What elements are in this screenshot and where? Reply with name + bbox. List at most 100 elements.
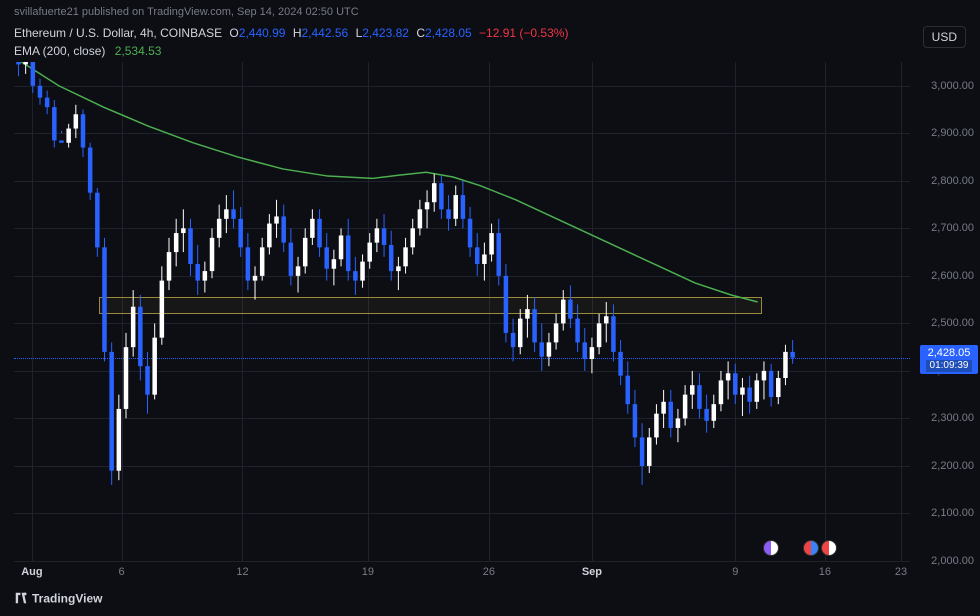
x-tick-label: 9 xyxy=(732,566,738,578)
candle-body xyxy=(102,247,107,352)
candle-body xyxy=(317,219,322,248)
candle-body xyxy=(231,209,236,219)
candle-body xyxy=(52,107,57,140)
candle-body xyxy=(747,388,752,402)
candle-body xyxy=(618,352,623,376)
chart-area[interactable] xyxy=(14,62,910,561)
candle-body xyxy=(453,195,458,219)
currency-badge[interactable]: USD xyxy=(923,26,966,48)
y-tick-label: 2,900.00 xyxy=(931,127,974,139)
candle-body xyxy=(353,271,358,281)
y-tick-label: 2,300.00 xyxy=(931,412,974,424)
candle-body xyxy=(224,209,229,219)
candle-body xyxy=(66,129,71,143)
candle-body xyxy=(583,342,588,359)
candle-body xyxy=(88,148,93,193)
candle-body xyxy=(38,86,43,98)
candle-body xyxy=(475,247,480,264)
candle-body xyxy=(260,247,265,276)
y-axis[interactable]: 2,000.002,100.002,200.002,300.002,400.00… xyxy=(914,62,980,561)
x-tick-label: 26 xyxy=(483,566,495,578)
publisher-header: svillafuerte21 published on TradingView.… xyxy=(14,6,359,18)
candle-body xyxy=(195,264,200,281)
x-axis[interactable]: Aug6121926Sep91623 xyxy=(14,566,910,586)
candle-body xyxy=(539,342,544,356)
candle-body xyxy=(203,271,208,281)
candle-body xyxy=(210,238,215,271)
candle-body xyxy=(160,281,165,338)
y-tick-label: 2,000.00 xyxy=(931,555,974,567)
candle-body xyxy=(109,352,114,471)
candle-body xyxy=(611,316,616,352)
candle-body xyxy=(482,254,487,264)
candle-body xyxy=(346,235,351,271)
candle-body xyxy=(238,219,243,248)
candle-body xyxy=(418,209,423,228)
y-tick-label: 2,100.00 xyxy=(931,507,974,519)
candle-body xyxy=(654,414,659,438)
ema-value: 2,534.53 xyxy=(115,44,162,58)
candle-body xyxy=(712,404,717,421)
candle-body xyxy=(461,195,466,219)
candle-body xyxy=(783,352,788,378)
ohlc-h-value: 2,442.56 xyxy=(302,26,349,40)
candle-body xyxy=(95,193,100,248)
candle-body xyxy=(661,402,666,414)
candle-body xyxy=(446,209,451,219)
candle-body xyxy=(575,319,580,343)
candle-body xyxy=(640,437,645,466)
candle-body xyxy=(762,371,767,381)
candle-body xyxy=(324,247,329,268)
candle-body xyxy=(425,202,430,209)
candle-body xyxy=(468,219,473,248)
symbol-name: Ethereum / U.S. Dollar, 4h, COINBASE xyxy=(14,26,222,40)
candle-body xyxy=(310,219,315,238)
candle-body xyxy=(138,307,143,366)
candle-body xyxy=(504,276,509,333)
candle-body xyxy=(532,309,537,342)
candle-body xyxy=(131,307,136,347)
candle-body xyxy=(274,216,279,223)
candle-body xyxy=(267,224,272,248)
candle-body xyxy=(389,245,394,271)
candle-body xyxy=(167,252,172,281)
candle-body xyxy=(217,219,222,238)
candle-body xyxy=(296,266,301,276)
x-tick-label: 12 xyxy=(236,566,248,578)
candle-body xyxy=(174,233,179,252)
candle-body xyxy=(733,373,738,394)
candle-body xyxy=(683,395,688,419)
x-tick-label: 19 xyxy=(362,566,374,578)
candle-body xyxy=(790,352,795,358)
ohlc-o-label: O xyxy=(229,26,238,40)
y-tick-label: 2,500.00 xyxy=(931,317,974,329)
ema-label: EMA (200, close) xyxy=(14,44,105,58)
candle-body xyxy=(303,238,308,267)
price-label-countdown: 01:09:39 xyxy=(926,360,972,372)
candle-body xyxy=(518,319,523,348)
candle-body xyxy=(726,373,731,380)
candle-body xyxy=(375,228,380,242)
candle-body xyxy=(74,114,79,128)
x-tick-label: 23 xyxy=(895,566,907,578)
candle-body xyxy=(719,380,724,404)
y-tick-label: 2,800.00 xyxy=(931,175,974,187)
candle-body xyxy=(45,98,50,108)
candle-body xyxy=(332,259,337,269)
candle-body xyxy=(740,388,745,395)
ohlc-c-value: 2,428.05 xyxy=(425,26,472,40)
ohlc-h-label: H xyxy=(293,26,302,40)
ohlc-o-value: 2,440.99 xyxy=(239,26,286,40)
candle-body xyxy=(626,376,631,405)
candle-body xyxy=(367,243,372,262)
current-price-label: 2,428.0501:09:39 xyxy=(920,345,978,374)
ohlc-l-value: 2,423.82 xyxy=(362,26,409,40)
tradingview-logo-icon xyxy=(14,591,28,608)
candle-body xyxy=(590,347,595,359)
candle-body xyxy=(439,183,444,209)
y-tick-label: 2,600.00 xyxy=(931,270,974,282)
ema-line-path xyxy=(14,62,758,302)
indicator-badge-icon[interactable] xyxy=(763,540,779,556)
candle-body xyxy=(676,418,681,428)
candle-body xyxy=(669,402,674,428)
